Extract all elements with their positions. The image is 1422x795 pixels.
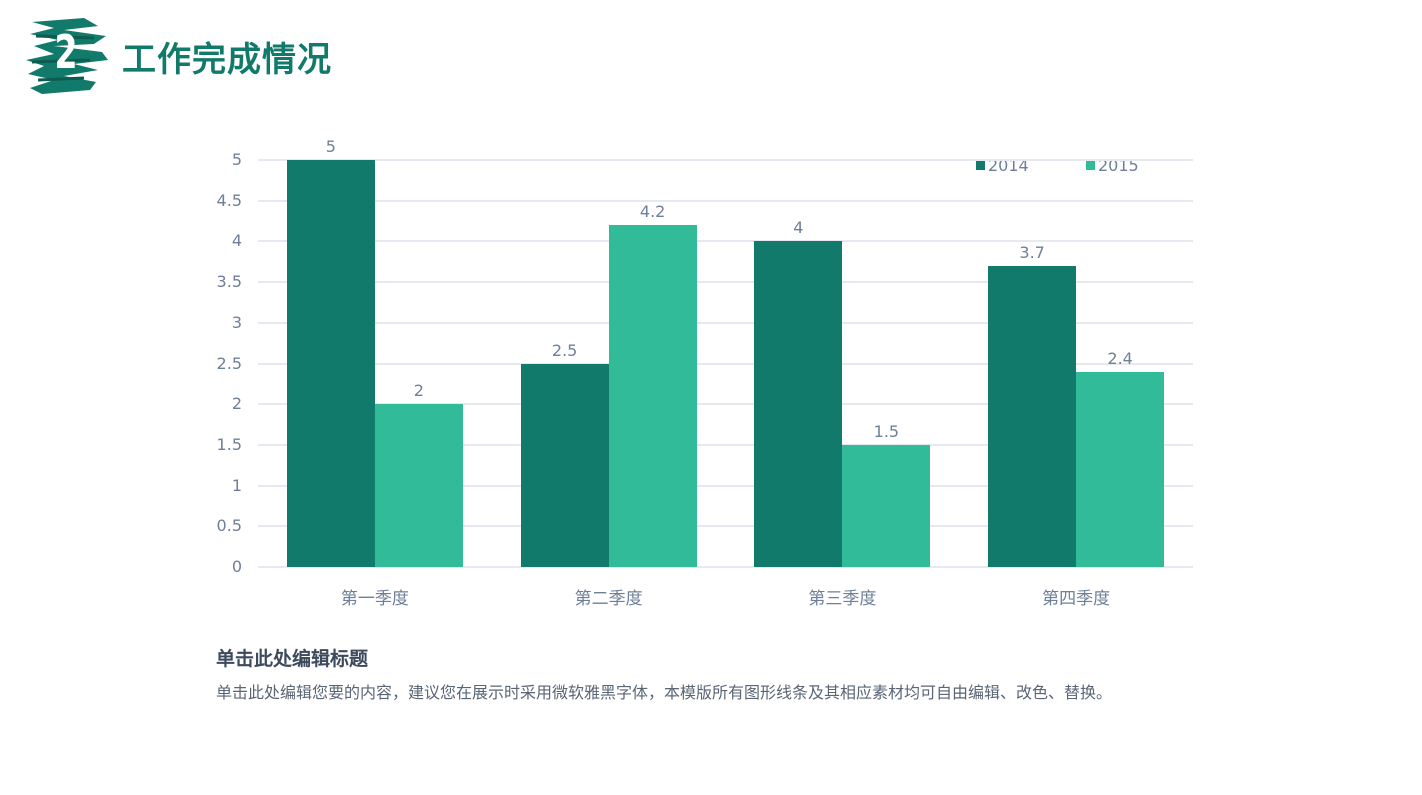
- bar-2015-2[interactable]: [608, 225, 697, 567]
- bar-value-label: 4: [793, 218, 804, 238]
- grid-line: [258, 362, 1193, 365]
- x-axis-tick-label: 第四季度: [1042, 589, 1111, 609]
- bar-2015-4[interactable]: [1076, 371, 1165, 567]
- y-axis-tick-label: 5: [231, 150, 242, 169]
- bar-2014-3[interactable]: [754, 241, 843, 567]
- y-axis-tick-label: 3.5: [216, 272, 242, 292]
- x-axis-tick-label: 第二季度: [574, 589, 643, 609]
- grid-line: [258, 525, 1193, 528]
- grid-line: [258, 566, 1193, 568]
- bar-value-label: 2.5: [551, 340, 578, 360]
- grid-line: [258, 281, 1193, 284]
- bar-2014-1[interactable]: [286, 160, 375, 567]
- page-title: 工作完成情况: [122, 39, 332, 80]
- grid-line: [258, 240, 1193, 243]
- grid-line: [258, 159, 1193, 161]
- grid-line: [258, 199, 1193, 202]
- bar-chart: 2014 2015 0 0.5 1 1.5 2 2.5 3 3.5 4 4.5 5 5 2 第一季度 2.5…: [216, 137, 1193, 609]
- bar-2015-1[interactable]: [374, 404, 463, 567]
- bar-value-label: 4.2: [639, 202, 666, 222]
- bar-value-label: 2: [413, 381, 424, 401]
- legend-swatch-2015: [1086, 161, 1095, 170]
- y-axis-tick-label: 3: [231, 312, 242, 332]
- grid-line: [258, 443, 1193, 446]
- brush-stroke-icon: [26, 18, 108, 94]
- y-axis-tick-label: 1.5: [216, 434, 242, 454]
- legend-swatch-2014: [976, 161, 985, 170]
- description-block: 单击此处编辑标题 单击此处编辑您要的内容，建议您在展示时采用微软雅黑字体，本模版…: [216, 646, 1176, 706]
- bar-value-label: 2.4: [1107, 348, 1133, 368]
- section-number: 2: [54, 25, 78, 79]
- description-title[interactable]: 单击此处编辑标题: [216, 648, 369, 670]
- y-axis-tick-label: 2.5: [216, 353, 242, 373]
- bar-2014-2[interactable]: [520, 363, 609, 567]
- y-axis-tick-label: 4: [231, 231, 242, 251]
- y-axis-tick-label: 2: [231, 394, 242, 414]
- grid-line: [258, 403, 1193, 406]
- y-axis-tick-label: 0.5: [216, 516, 242, 536]
- y-axis-tick-label: 1: [231, 475, 242, 495]
- bar-2015-3[interactable]: [842, 444, 931, 567]
- bar-value-label: 1.5: [873, 421, 900, 441]
- section-header: 2 工作完成情况: [24, 16, 332, 96]
- section-number-badge: 2: [24, 16, 112, 96]
- grid-line: [258, 321, 1193, 324]
- bar-value-label: 5: [325, 137, 336, 156]
- y-axis-tick-label: 0: [231, 557, 242, 576]
- y-axis-tick-label: 4.5: [216, 190, 242, 210]
- description-body[interactable]: 单击此处编辑您要的内容，建议您在展示时采用微软雅黑字体，本模版所有图形线条及其相…: [216, 683, 1113, 702]
- bar-2014-4[interactable]: [988, 265, 1077, 567]
- x-axis-tick-label: 第一季度: [340, 589, 409, 609]
- x-axis-tick-label: 第三季度: [808, 589, 877, 609]
- bar-value-label: 3.7: [1019, 242, 1045, 262]
- grid-line: [258, 484, 1193, 487]
